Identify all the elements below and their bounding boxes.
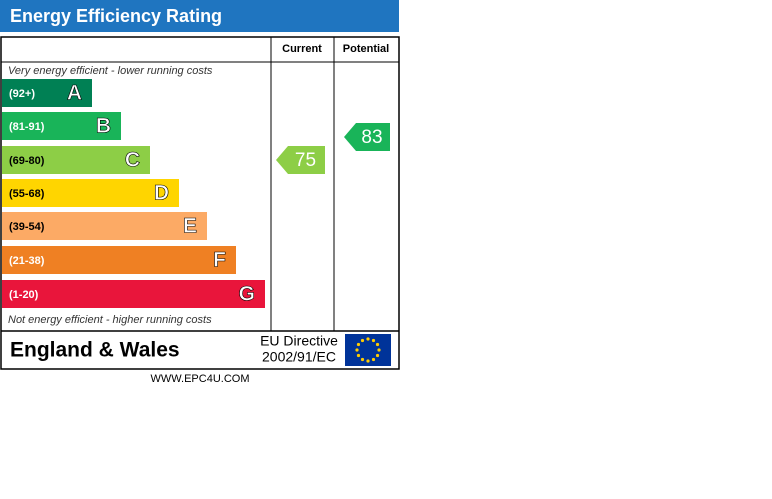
region: England & Wales xyxy=(10,339,180,362)
column-header: Current xyxy=(282,43,322,55)
title: Energy Efficiency Rating xyxy=(10,6,222,26)
eu-star xyxy=(356,353,361,358)
band-bar xyxy=(2,280,265,308)
current-arrow xyxy=(276,146,325,174)
band-letter: F xyxy=(213,249,226,272)
eu-star xyxy=(377,348,381,352)
top-note: Very energy efficient - lower running co… xyxy=(8,65,213,77)
band-letter: E xyxy=(183,215,197,238)
band-bar xyxy=(2,112,121,140)
band-letter: D xyxy=(154,182,169,205)
band-letter: G xyxy=(239,283,255,306)
band-range: (39-54) xyxy=(9,221,45,233)
band-range: (92+) xyxy=(9,88,35,100)
potential-value: 83 xyxy=(361,127,382,148)
eu-star xyxy=(360,338,365,343)
eu-star xyxy=(356,342,361,347)
website: WWW.EPC4U.COM xyxy=(151,373,250,385)
bottom-note: Not energy efficient - higher running co… xyxy=(8,314,212,326)
band-bar xyxy=(2,212,207,240)
eu-stars xyxy=(355,337,381,363)
band-bar xyxy=(2,179,179,207)
band-letter: A xyxy=(67,82,82,105)
column-header: Potential xyxy=(343,43,389,55)
eu-star xyxy=(371,357,376,362)
eu-star xyxy=(375,353,380,358)
eu-star xyxy=(360,357,365,362)
band-range: (81-91) xyxy=(9,121,45,133)
band-range: (55-68) xyxy=(9,188,45,200)
band-range: (1-20) xyxy=(9,289,39,301)
band-letter: C xyxy=(125,149,140,172)
band-range: (21-38) xyxy=(9,255,45,267)
band-bar xyxy=(2,246,236,274)
potential-arrow xyxy=(344,123,390,151)
band-bar xyxy=(2,146,150,174)
eu-star xyxy=(371,338,376,343)
frame xyxy=(0,36,400,370)
directive: 2002/91/EC xyxy=(262,349,336,365)
eu-star xyxy=(355,348,359,352)
band-bar xyxy=(2,79,92,107)
title-bar xyxy=(0,0,399,32)
band-letter: B xyxy=(96,115,111,138)
eu-star xyxy=(366,359,370,363)
eu-star xyxy=(366,337,370,341)
band-range: (69-80) xyxy=(9,155,45,167)
current-value: 75 xyxy=(295,150,316,171)
directive: EU Directive xyxy=(260,333,338,349)
eu-star xyxy=(375,342,380,347)
